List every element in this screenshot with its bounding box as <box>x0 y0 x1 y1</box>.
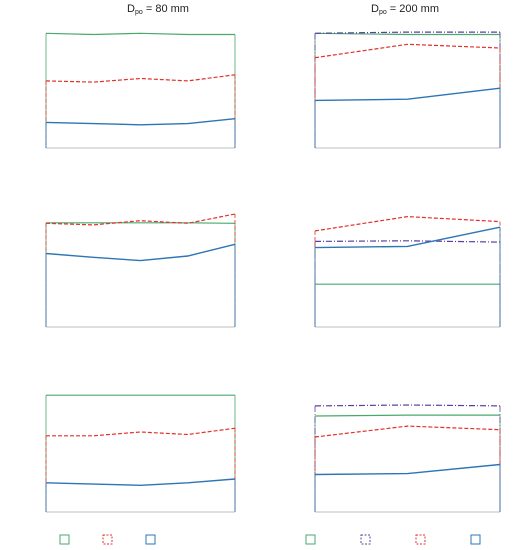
legend-swatch-q10 <box>59 534 70 545</box>
right-column-title: Dpo = 200 mm <box>371 3 439 16</box>
legend-swatch-q20 <box>305 534 316 545</box>
legend-swatch-q100 <box>415 534 426 545</box>
series-line-q20 <box>314 32 500 36</box>
series-line-q100 <box>314 43 501 59</box>
legend-right <box>305 534 481 545</box>
legend-swatch-q50 <box>145 534 156 545</box>
series-line-q50 <box>314 240 501 243</box>
series-line-q100 <box>314 215 501 232</box>
legend-left <box>59 534 156 545</box>
chart-eff80 <box>45 32 236 149</box>
chart-weir200 <box>314 404 501 513</box>
series-line-q10 <box>45 32 235 36</box>
chart-eff200 <box>314 31 501 149</box>
series-line-q20 <box>46 427 236 437</box>
series-line-q20 <box>45 213 236 226</box>
series-line-q10 <box>46 222 236 224</box>
chart-ori200 <box>314 215 501 328</box>
legend-swatch-q50 <box>360 534 371 545</box>
series-line-q50 <box>45 118 236 126</box>
series-line-q50 <box>314 31 500 34</box>
series-line-q50 <box>45 243 236 262</box>
series-line-q200 <box>314 463 501 476</box>
left-column-title: Dpo = 80 mm <box>127 3 189 16</box>
charts-layer <box>45 31 501 513</box>
series-line-q20 <box>45 74 236 83</box>
chart-ori80 <box>45 213 236 328</box>
series-line-q200 <box>314 87 501 102</box>
legend-swatch-q200 <box>470 534 481 545</box>
legend-swatch-q20 <box>102 534 113 545</box>
chart-weir80 <box>45 394 236 513</box>
series-line-q200 <box>314 226 501 249</box>
series-line-q100 <box>314 425 501 438</box>
series-line-q20 <box>314 414 500 417</box>
series-line-q50 <box>314 404 501 407</box>
series-line-q50 <box>45 478 236 487</box>
